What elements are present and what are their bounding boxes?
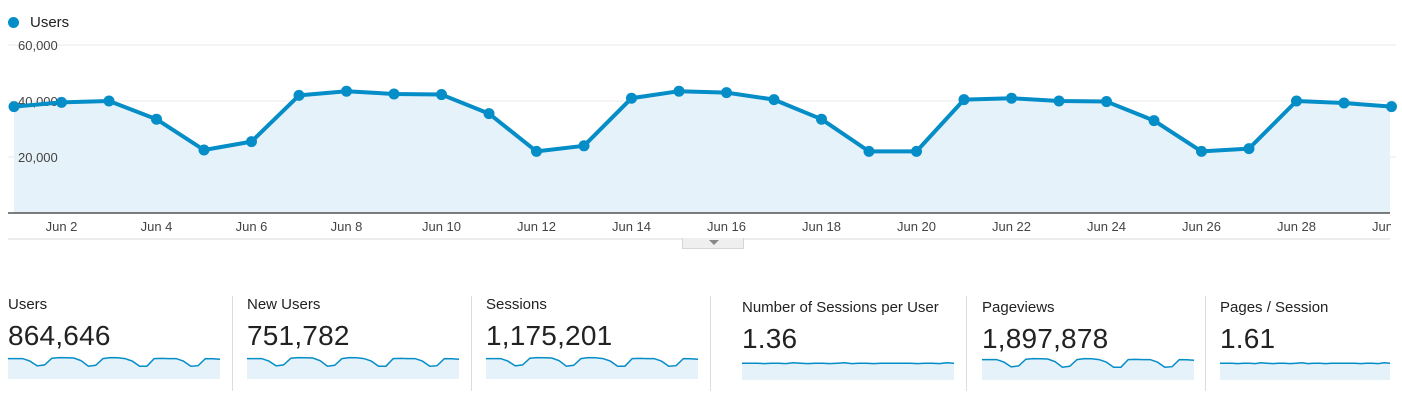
sparkline-line xyxy=(486,356,699,367)
data-point[interactable] xyxy=(768,94,780,106)
metric-pageviews[interactable]: Pageviews 1,897,878 xyxy=(982,0,1195,401)
data-point[interactable] xyxy=(198,144,210,156)
legend-dot-icon xyxy=(8,16,19,28)
right-edge-mask xyxy=(1391,214,1402,238)
metric-value: 1.36 xyxy=(742,323,798,354)
metric-label: Sessions xyxy=(486,296,547,313)
chart-legend[interactable]: Users xyxy=(8,12,69,32)
x-tick-label: Jun 10 xyxy=(422,219,461,234)
y-tick-label: 60,000 xyxy=(18,38,58,53)
metric-value: 864,646 xyxy=(8,320,111,351)
metric-sparkline xyxy=(486,356,699,379)
data-point[interactable] xyxy=(1053,95,1065,107)
metric-sparkline xyxy=(1220,362,1391,380)
data-point[interactable] xyxy=(1196,145,1207,157)
x-tick-label: Jun 22 xyxy=(992,219,1031,234)
sparkline-area xyxy=(486,357,698,379)
sparkline-line xyxy=(1220,362,1391,365)
metric-value: 751,782 xyxy=(247,320,350,351)
x-tick-label: Jun 26 xyxy=(1182,219,1221,234)
sparkline-line xyxy=(247,356,460,367)
data-point[interactable] xyxy=(1386,101,1397,113)
sparkline-line xyxy=(8,356,221,367)
metric-new-users[interactable]: New Users 751,782 xyxy=(247,0,460,401)
data-point[interactable] xyxy=(721,87,732,99)
x-tick-label: Jun 12 xyxy=(517,219,556,234)
caret-down-icon xyxy=(709,240,719,245)
metric-divider xyxy=(471,296,472,391)
area-fill xyxy=(14,91,1392,213)
data-point[interactable] xyxy=(958,94,970,106)
data-point[interactable] xyxy=(1101,96,1112,108)
sparkline-area xyxy=(1220,362,1390,380)
metric-divider xyxy=(232,296,233,391)
metric-sparkline xyxy=(742,362,955,380)
metric-label: Number of Sessions per User xyxy=(742,299,939,316)
data-point[interactable] xyxy=(578,140,590,152)
data-point[interactable] xyxy=(1148,115,1160,127)
metric-divider xyxy=(966,296,967,391)
x-tick-label: Jun 8 xyxy=(331,219,363,234)
data-point[interactable] xyxy=(293,89,305,101)
x-tick-label: Jun 14 xyxy=(612,219,651,234)
metric-label: Pageviews xyxy=(982,299,1055,316)
metric-divider xyxy=(710,296,711,391)
y-tick-label: 20,000 xyxy=(18,150,58,165)
sparkline-line xyxy=(742,362,955,365)
data-point[interactable] xyxy=(56,96,67,108)
metric-divider xyxy=(1205,296,1206,391)
data-point[interactable] xyxy=(388,88,400,100)
data-point[interactable] xyxy=(1338,97,1350,109)
metric-sparkline xyxy=(982,357,1195,380)
data-point[interactable] xyxy=(816,113,827,125)
metric-users[interactable]: Users 864,646 xyxy=(8,0,221,401)
data-point[interactable] xyxy=(673,85,685,97)
metric-value: 1.61 xyxy=(1220,323,1276,354)
data-point[interactable] xyxy=(531,145,542,157)
metric-pages-per-session[interactable]: Pages / Session 1.61 xyxy=(1220,0,1391,401)
data-point[interactable] xyxy=(1243,143,1255,155)
x-tick-label: Jun 4 xyxy=(141,219,173,234)
data-point[interactable] xyxy=(436,89,447,101)
metric-label: Users xyxy=(8,296,48,313)
data-point[interactable] xyxy=(626,92,637,104)
x-tick-label: Jun 28 xyxy=(1277,219,1316,234)
metric-sparkline xyxy=(8,356,221,379)
data-point[interactable] xyxy=(911,145,922,157)
sparkline-area xyxy=(982,358,1194,380)
sparkline-area xyxy=(742,362,954,380)
data-point[interactable] xyxy=(483,108,495,120)
x-tick-label: Jun 16 xyxy=(707,219,746,234)
metric-value: 1,897,878 xyxy=(982,323,1109,354)
data-point[interactable] xyxy=(8,101,20,113)
metric-sessions-per-user[interactable]: Number of Sessions per User 1.36 xyxy=(742,0,955,401)
legend-label: Users xyxy=(30,13,70,31)
metric-label: New Users xyxy=(247,296,321,313)
sparkline-line xyxy=(982,357,1195,368)
x-tick-label: Jun 24 xyxy=(1087,219,1126,234)
data-point[interactable] xyxy=(151,113,162,125)
metric-sparkline xyxy=(247,356,460,379)
data-point[interactable] xyxy=(1006,92,1017,104)
x-tick-label: Jun 2 xyxy=(46,219,78,234)
data-point[interactable] xyxy=(246,136,257,148)
collapse-chart-toggle[interactable] xyxy=(682,238,744,249)
metric-sessions[interactable]: Sessions 1,175,201 xyxy=(486,0,699,401)
sparkline-area xyxy=(8,357,220,379)
sparkline-area xyxy=(247,357,459,379)
metric-label: Pages / Session xyxy=(1220,299,1329,316)
data-point[interactable] xyxy=(103,95,115,107)
x-tick-label: Jun 6 xyxy=(236,219,268,234)
data-point[interactable] xyxy=(1291,95,1302,107)
x-tick-label: Jun 18 xyxy=(802,219,841,234)
metric-value: 1,175,201 xyxy=(486,320,613,351)
data-point[interactable] xyxy=(341,85,352,97)
x-tick-label: Jun 20 xyxy=(897,219,936,234)
data-point[interactable] xyxy=(863,145,875,157)
